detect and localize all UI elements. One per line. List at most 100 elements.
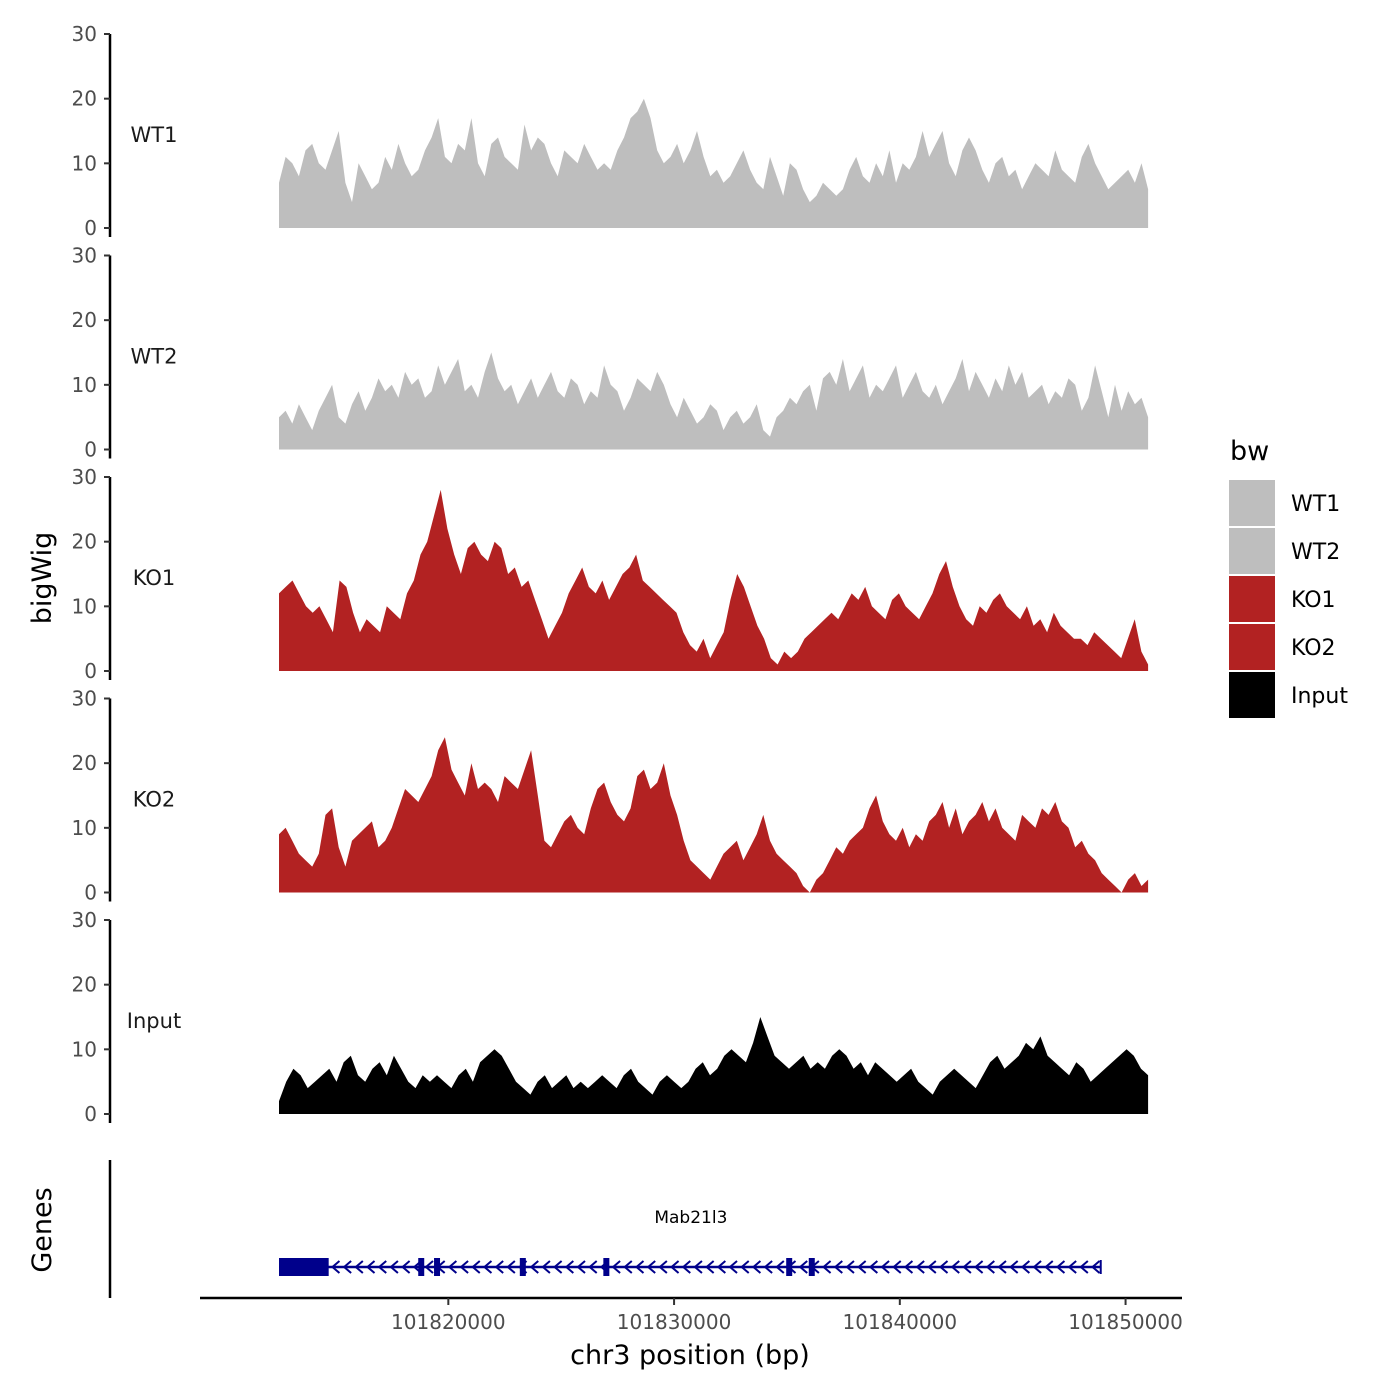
- gene-name-label: Mab21l3: [654, 1208, 727, 1228]
- strand-arrow: [822, 1260, 832, 1274]
- track-label-ko1: KO1: [133, 566, 176, 590]
- strand-arrow: [459, 1260, 469, 1274]
- x-tick-label: 101830000: [617, 1310, 732, 1334]
- y-tick-label: 0: [84, 216, 97, 240]
- gene-exon: [519, 1258, 526, 1276]
- y-axes: 0 10 20 30 0 10 20 30 0 10 20 30 0 10 20 30 0 10 20 30: [72, 22, 112, 1126]
- strand-arrow: [377, 1260, 387, 1274]
- strand-arrow: [798, 1260, 808, 1274]
- strand-arrow: [915, 1260, 925, 1274]
- strand-arrow: [494, 1260, 504, 1274]
- strand-arrow: [938, 1260, 949, 1274]
- y-tick-label: 30: [72, 244, 97, 268]
- legend-title: bw: [1230, 436, 1269, 467]
- strand-arrow: [365, 1260, 376, 1274]
- strand-arrow: [962, 1260, 972, 1274]
- strand-arrow: [833, 1260, 843, 1274]
- y-axis-title-tracks: bigWig: [27, 532, 58, 625]
- legend-key-wt2: [1229, 528, 1275, 574]
- gene-exon: [434, 1258, 441, 1276]
- x-tick-label: 101820000: [391, 1310, 506, 1334]
- strand-arrow: [927, 1260, 937, 1274]
- strand-arrow: [401, 1260, 411, 1274]
- strand-arrow: [1067, 1260, 1077, 1274]
- strand-arrow: [354, 1260, 364, 1274]
- y-tick-label: 20: [72, 973, 97, 997]
- strand-arrow: [1009, 1260, 1019, 1274]
- y-tick-label: 10: [72, 816, 97, 840]
- y-tick-label: 30: [72, 908, 97, 932]
- strand-arrow: [974, 1260, 984, 1274]
- y-tick-label: 30: [72, 687, 97, 711]
- x-tick-label: 101850000: [1068, 1310, 1183, 1334]
- strand-arrow: [541, 1260, 551, 1274]
- strand-arrow: [506, 1260, 516, 1274]
- legend-label-ko1: KO1: [1291, 588, 1336, 613]
- signal-area-wt1: [279, 98, 1149, 228]
- strand-arrow: [740, 1260, 750, 1274]
- signal-area-ko2: [279, 737, 1149, 893]
- legend-label-wt2: WT2: [1291, 540, 1340, 565]
- legend-key-input: [1229, 672, 1275, 718]
- strand-arrow: [564, 1260, 574, 1274]
- strand-arrow: [424, 1260, 434, 1274]
- legend-key-ko2: [1229, 624, 1275, 670]
- strand-arrow: [447, 1260, 458, 1274]
- strand-arrow: [623, 1260, 633, 1274]
- strand-arrow: [950, 1260, 960, 1274]
- legend-key-ko1: [1229, 576, 1275, 622]
- strand-arrow: [868, 1260, 879, 1274]
- y-tick-label: 20: [72, 87, 97, 111]
- strand-arrow: [892, 1260, 902, 1274]
- y-axis-title-genes: Genes: [27, 1187, 58, 1272]
- strand-arrow: [1079, 1260, 1089, 1274]
- track-label-ko2: KO2: [133, 788, 176, 812]
- strand-arrow: [997, 1260, 1007, 1274]
- strand-arrow: [903, 1260, 914, 1274]
- y-tick-label: 20: [72, 308, 97, 332]
- signal-tracks: WT1 WT2 KO1 KO2 Input: [127, 98, 1149, 1114]
- track-label-input: Input: [127, 1009, 181, 1033]
- y-tick-label: 10: [72, 594, 97, 618]
- y-tick-label: 0: [84, 1102, 97, 1126]
- gene-exon: [808, 1258, 815, 1276]
- strand-arrow: [857, 1260, 867, 1274]
- legend: bw WT1 WT2 KO1 KO2 Input: [1229, 436, 1348, 718]
- strand-arrow: [330, 1260, 341, 1274]
- y-tick-label: 0: [84, 438, 97, 462]
- gene-track: Mab21l3: [108, 1160, 1102, 1298]
- gene-exon: [418, 1258, 425, 1276]
- legend-label-input: Input: [1291, 684, 1348, 709]
- gene-exon: [603, 1258, 610, 1276]
- strand-arrow: [705, 1260, 715, 1274]
- strand-arrow: [1055, 1260, 1066, 1274]
- strand-arrow: [646, 1260, 656, 1274]
- strand-arrow: [576, 1260, 586, 1274]
- strand-arrow: [751, 1260, 762, 1274]
- y-tick-label: 20: [72, 751, 97, 775]
- strand-arrow: [1032, 1260, 1042, 1274]
- strand-arrow: [634, 1260, 645, 1274]
- y-tick-label: 0: [84, 881, 97, 905]
- gene-exon: [786, 1258, 793, 1276]
- strand-arrow: [763, 1260, 773, 1274]
- legend-key-wt1: [1229, 480, 1275, 526]
- strand-arrow: [681, 1260, 691, 1274]
- strand-arrow: [471, 1260, 481, 1274]
- track-label-wt1: WT1: [131, 123, 178, 147]
- strand-arrow: [985, 1260, 995, 1274]
- strand-arrow: [658, 1260, 668, 1274]
- y-tick-label: 20: [72, 530, 97, 554]
- y-tick-label: 0: [84, 659, 97, 683]
- strand-arrow: [588, 1260, 598, 1274]
- track-label-wt2: WT2: [131, 345, 178, 369]
- y-tick-label: 10: [72, 151, 97, 175]
- y-tick-label: 30: [72, 465, 97, 489]
- strand-arrow: [1044, 1260, 1054, 1274]
- gene-thick-block: [279, 1258, 329, 1276]
- y-tick-label: 30: [72, 22, 97, 46]
- strand-arrow: [342, 1260, 352, 1274]
- strand-arrow: [482, 1260, 493, 1274]
- strand-arrow: [728, 1260, 738, 1274]
